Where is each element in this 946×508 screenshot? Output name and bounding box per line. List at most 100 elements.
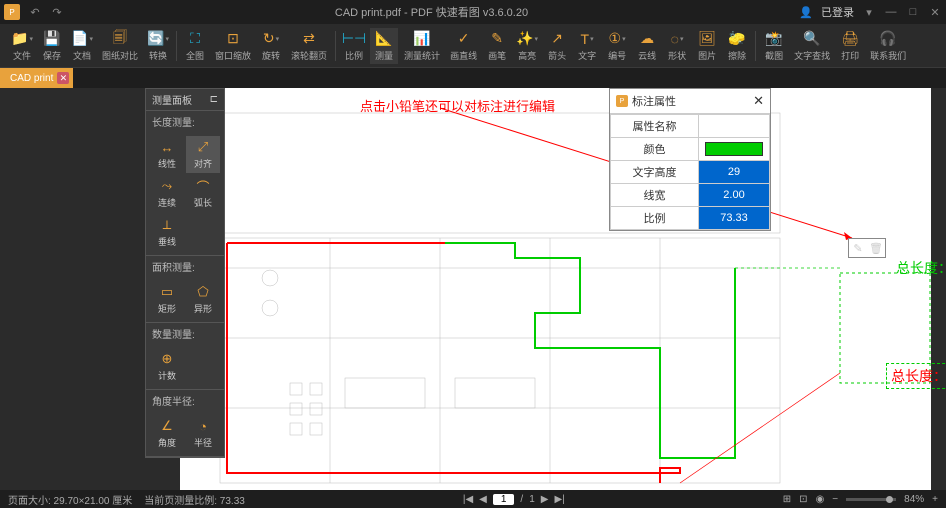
nav-last[interactable]: ▶|: [554, 494, 564, 505]
toolbar-文字查找[interactable]: 🔍文字查找: [790, 28, 834, 64]
login-status[interactable]: 已登录: [821, 4, 854, 20]
toolbar-箭头[interactable]: ↗箭头: [543, 28, 571, 64]
view-single-icon[interactable]: ⊡: [799, 494, 807, 505]
measure-对齐[interactable]: ⤢对齐: [186, 136, 220, 173]
toolbar-比例[interactable]: ⊢⊣比例: [340, 28, 368, 64]
toolbar-label: 高亮: [518, 49, 536, 62]
toolbar-滚轮翻页[interactable]: ⇄滚轮翻页: [287, 28, 331, 64]
toolbar-文件[interactable]: 📁▾文件: [8, 28, 36, 64]
prop-value[interactable]: 73.33: [698, 207, 769, 230]
property-panel-close[interactable]: ✕: [753, 93, 764, 109]
delete-annotation-button[interactable]: 🗑: [869, 241, 883, 255]
toolbar-联系我们[interactable]: 🎧联系我们: [866, 28, 910, 64]
nav-first[interactable]: |◀: [463, 494, 473, 505]
擦除-icon: 🧽: [728, 30, 746, 48]
minimize-button[interactable]: —: [884, 5, 898, 19]
计数-icon: ⊕: [159, 351, 175, 367]
toolbar-label: 文档: [73, 49, 91, 62]
toolbar-高亮[interactable]: ✨▾高亮: [513, 28, 541, 64]
nav-prev[interactable]: ◀: [479, 494, 487, 505]
prop-value[interactable]: 2.00: [698, 184, 769, 207]
异形-icon: ⬠: [195, 284, 211, 300]
section-title: 数量测量:: [146, 323, 224, 344]
测量-icon: 📐: [375, 30, 393, 48]
view-grid-icon[interactable]: ⊞: [783, 494, 791, 505]
toolbar-截图[interactable]: 📸截图: [760, 28, 788, 64]
toolbar-label: 旋转: [262, 49, 280, 62]
toolbar-图片[interactable]: 🖼图片: [693, 28, 721, 64]
length-label-green: 总长度：74801: [896, 258, 946, 278]
toolbar-云线[interactable]: ☁云线: [633, 28, 661, 64]
toolbar-label: 转换: [149, 49, 167, 62]
箭头-icon: ↗: [548, 30, 566, 48]
document-tabbar: CAD print ✕: [0, 68, 946, 88]
toolbar-测量统计[interactable]: 📊测量统计: [400, 28, 444, 64]
线性-icon: ↔: [159, 139, 175, 155]
toolbar-窗口缩放[interactable]: ⊡窗口缩放: [211, 28, 255, 64]
toolbar-label: 滚轮翻页: [291, 49, 327, 62]
measure-角度[interactable]: ∠角度: [150, 415, 184, 452]
drawing-canvas[interactable]: 点击小铅笔还可以对标注进行编辑 总长度：74801 总长度：73896: [180, 88, 931, 490]
toolbar-图纸对比[interactable]: 🗐图纸对比: [98, 28, 142, 64]
文字-icon: T▾: [578, 30, 596, 48]
user-icon[interactable]: 👤: [799, 5, 813, 19]
measure-label: 半径: [194, 436, 212, 449]
close-button[interactable]: ✕: [928, 5, 942, 19]
nav-next[interactable]: ▶: [541, 494, 549, 505]
measure-连续[interactable]: ⤳连续: [150, 175, 184, 212]
page-number[interactable]: 1: [493, 494, 515, 505]
measure-线性[interactable]: ↔线性: [150, 136, 184, 173]
edit-annotation-button[interactable]: ✎: [851, 241, 865, 255]
pin-icon[interactable]: ⊏: [210, 94, 218, 105]
toolbar-label: 全图: [186, 49, 204, 62]
滚轮翻页-icon: ⇄: [300, 30, 318, 48]
形状-icon: ◌▾: [668, 30, 686, 48]
toolbar-文档[interactable]: 📄▾文档: [68, 28, 96, 64]
zoom-slider[interactable]: [846, 498, 896, 501]
zoom-out[interactable]: −: [832, 494, 838, 505]
measure-垂线[interactable]: ⟂垂线: [150, 214, 184, 251]
toolbar-擦除[interactable]: 🧽擦除: [723, 28, 751, 64]
zoom-in[interactable]: +: [932, 494, 938, 505]
toolbar-形状[interactable]: ◌▾形状: [663, 28, 691, 64]
redo-button[interactable]: ↷: [50, 5, 64, 19]
length-label-red: 总长度：73896: [886, 363, 946, 389]
measure-异形[interactable]: ⬠异形: [186, 281, 220, 318]
measure-矩形[interactable]: ▭矩形: [150, 281, 184, 318]
app-logo: P: [4, 4, 20, 20]
toolbar-画笔[interactable]: ✎画笔: [483, 28, 511, 64]
toolbar-label: 画笔: [488, 49, 506, 62]
document-tab[interactable]: CAD print ✕: [0, 68, 73, 88]
toolbar-label: 保存: [43, 49, 61, 62]
measure-panel-title: 测量面板 ⊏: [146, 89, 224, 111]
measure-半径[interactable]: ◔半径: [186, 415, 220, 452]
toolbar-文字[interactable]: T▾文字: [573, 28, 601, 64]
section-title: 面积测量:: [146, 256, 224, 277]
文字查找-icon: 🔍: [803, 30, 821, 48]
zoom-value: 84%: [904, 494, 924, 505]
toolbar-label: 比例: [345, 49, 363, 62]
prop-name: 颜色: [611, 138, 699, 161]
prop-value[interactable]: 29: [698, 161, 769, 184]
toolbar-打印[interactable]: 🖨打印: [836, 28, 864, 64]
toolbar-旋转[interactable]: ↻▾旋转: [257, 28, 285, 64]
maximize-button[interactable]: □: [906, 5, 920, 19]
prop-name: 线宽: [611, 184, 699, 207]
toolbar-转换[interactable]: 🔄▾转换: [144, 28, 172, 64]
undo-button[interactable]: ↶: [28, 5, 42, 19]
toolbar-编号[interactable]: ①▾编号: [603, 28, 631, 64]
measure-弧长[interactable]: ⌒弧长: [186, 175, 220, 212]
tab-close-button[interactable]: ✕: [57, 72, 69, 84]
dropdown-icon[interactable]: ▾: [862, 5, 876, 19]
toolbar-label: 打印: [841, 49, 859, 62]
toolbar-测量[interactable]: 📐测量: [370, 28, 398, 64]
main-toolbar: 📁▾文件💾保存📄▾文档🗐图纸对比🔄▾转换⛶全图⊡窗口缩放↻▾旋转⇄滚轮翻页⊢⊣比…: [0, 24, 946, 68]
toolbar-全图[interactable]: ⛶全图: [181, 28, 209, 64]
旋转-icon: ↻▾: [262, 30, 280, 48]
prop-name: 比例: [611, 207, 699, 230]
measure-计数[interactable]: ⊕计数: [150, 348, 184, 385]
toolbar-画直线[interactable]: ✓画直线: [446, 28, 481, 64]
prop-value[interactable]: [698, 138, 769, 161]
toolbar-保存[interactable]: 💾保存: [38, 28, 66, 64]
view-fit-icon[interactable]: ◉: [816, 494, 825, 505]
